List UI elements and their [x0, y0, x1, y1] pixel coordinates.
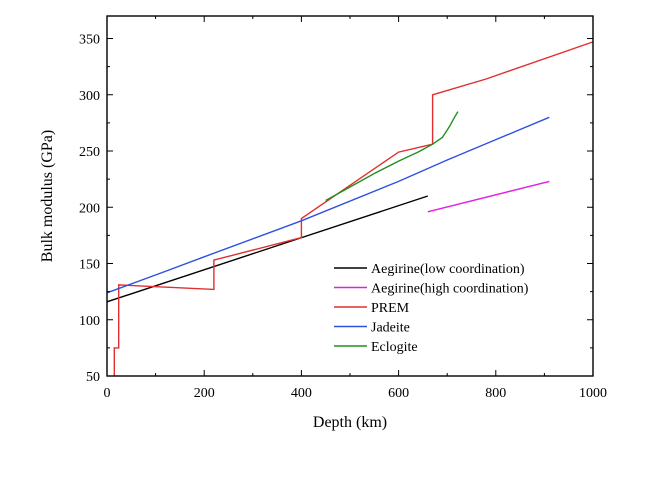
- series-line-4: [106, 116, 550, 294]
- x-tick-label: 200: [194, 386, 215, 401]
- y-tick-label: 350: [79, 33, 100, 48]
- axis-ticks: [106, 16, 594, 377]
- series-line-5: [325, 111, 459, 202]
- series-line-2: [427, 180, 550, 213]
- y-tick-label: 100: [79, 314, 100, 329]
- legend-label-1: Aegirine(low coordination): [371, 262, 525, 277]
- x-tick-label: 1000: [579, 386, 607, 401]
- series-line-1: [106, 195, 429, 303]
- legend-label-3: PREM: [371, 301, 410, 316]
- legend-label-2: Aegirine(high coordination): [371, 282, 529, 297]
- x-tick-label: 0: [104, 386, 111, 401]
- x-tick-label: 400: [291, 386, 312, 401]
- legend: Aegirine(low coordination) Aegirine(high …: [334, 262, 529, 355]
- plot-lines: [106, 41, 594, 376]
- x-tick-label: 600: [388, 386, 409, 401]
- legend-label-5: Eclogite: [371, 340, 418, 355]
- y-tick-label: 50: [86, 370, 100, 385]
- y-axis-title: Bulk modulus (GPa): [39, 130, 56, 262]
- y-tick-label: 250: [79, 145, 100, 160]
- y-tick-label: 300: [79, 89, 100, 104]
- x-tick-label: 800: [485, 386, 506, 401]
- series-line-3: [113, 41, 594, 376]
- legend-label-4: Jadeite: [371, 321, 410, 336]
- tick-labels: 0 200 400 600 800 1000 50 100 150 200 250 300 350: [79, 33, 607, 402]
- y-tick-label: 200: [79, 201, 100, 216]
- y-tick-label: 150: [79, 258, 100, 273]
- x-axis-title: Depth (km): [313, 414, 387, 431]
- plot-frame: [106, 15, 594, 377]
